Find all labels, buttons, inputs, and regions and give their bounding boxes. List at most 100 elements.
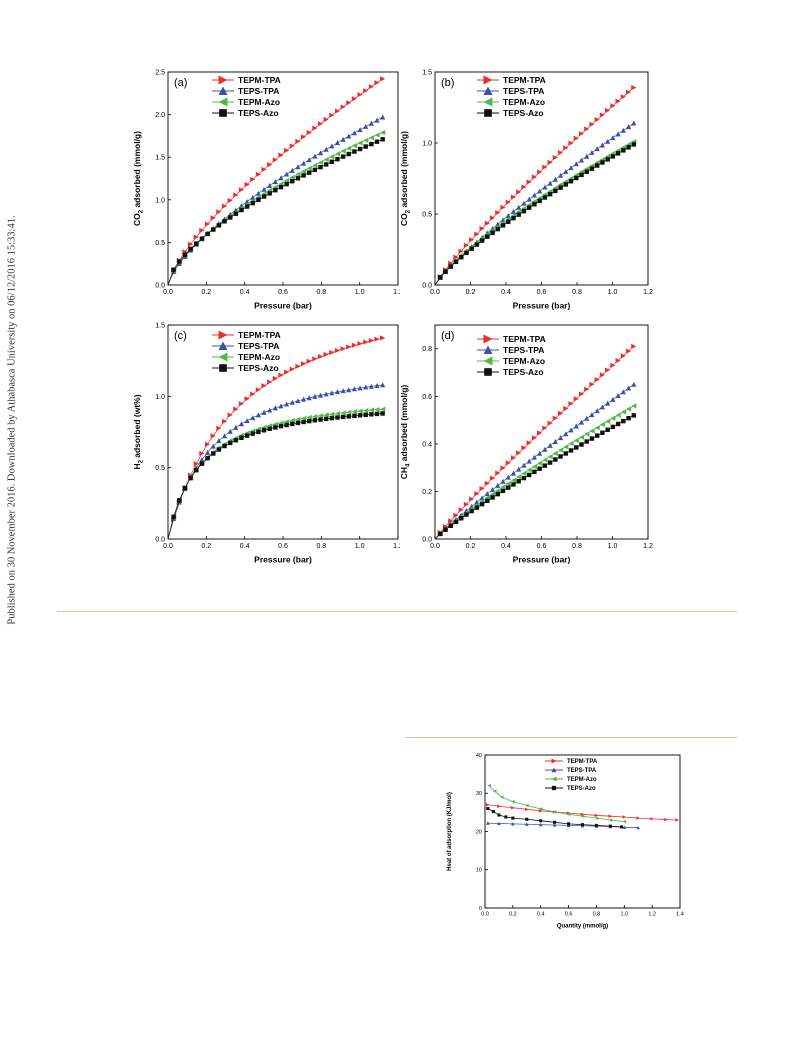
chart-b-data-point — [521, 208, 527, 214]
chart-a-data-point — [210, 227, 216, 232]
chart-c-data-point — [334, 410, 341, 417]
chart-b-data-point — [547, 180, 553, 186]
chart-b-y-axis-label: CO2 adsorbed (mmol/g) — [399, 131, 412, 226]
chart-d-data-point — [458, 516, 464, 521]
chart-a-data-point — [363, 137, 369, 143]
chart-d-data-point — [578, 419, 585, 425]
chart-a-data-point — [380, 137, 385, 142]
chart-heat-data-point — [539, 819, 543, 823]
chart-d-data-point — [458, 507, 464, 513]
chart-d-data-point — [605, 400, 611, 406]
chart-c-data-point — [295, 420, 301, 426]
chart-heat-data-point — [486, 807, 490, 811]
chart-c-data-point — [278, 403, 284, 409]
chart-heat-data-point — [538, 809, 543, 813]
chart-a-data-point — [318, 164, 323, 170]
chart-b-data-point — [448, 264, 453, 269]
chart-d-data-point — [558, 454, 563, 459]
chart-b-data-point — [568, 165, 574, 171]
chart-d-data-point — [563, 444, 569, 450]
chart-a-data-point — [216, 209, 222, 215]
chart-b-data-point — [557, 150, 564, 156]
chart-a-data-point — [374, 80, 380, 86]
chart-a-data-point — [187, 241, 194, 247]
chart-c-data-point — [216, 425, 222, 431]
chart-c-data-point — [289, 399, 295, 405]
chart-a-data-point — [272, 157, 278, 163]
chart-d-data-point — [489, 475, 496, 481]
chart-b-data-point — [516, 212, 521, 217]
chart-a-data-point — [250, 176, 256, 183]
chart-a-data-point — [188, 246, 193, 252]
chart-c-data-point — [256, 429, 261, 435]
chart-a-data-point — [334, 140, 341, 146]
chart-d-data-point — [631, 343, 637, 349]
chart-a-x-tick-label: 0.0 — [163, 289, 173, 296]
chart-a-data-point — [301, 173, 306, 178]
chart-heat-series-line — [487, 804, 678, 821]
chart-d-data-point — [557, 435, 564, 441]
chart-a-data-point — [221, 203, 228, 209]
chart-a-data-point — [284, 147, 290, 154]
chart-d-y-tick-label: 0.6 — [422, 394, 432, 401]
chart-c-data-point — [210, 443, 216, 449]
chart-d-data-point — [469, 496, 475, 502]
chart-a-legend-marker — [218, 86, 228, 96]
chart-c-data-point — [363, 384, 369, 390]
chart-a-data-point — [317, 159, 324, 166]
chart-b-legend-label: TEPS-Azo — [503, 108, 544, 118]
chart-d-data-point — [526, 440, 532, 446]
chart-a-data-point — [306, 129, 312, 136]
section-divider-top — [57, 611, 737, 612]
chart-c-data-point — [221, 433, 228, 439]
chart-a-series-line — [167, 116, 383, 286]
chart-heat-data-point — [538, 807, 543, 811]
chart-b-data-point — [531, 192, 537, 198]
chart-a-legend-label: TEPS-Azo — [238, 108, 279, 118]
chart-b-data-point — [479, 226, 485, 232]
chart-b-data-point — [558, 185, 563, 190]
chart-a-data-point — [295, 164, 301, 170]
chart-heat-data-point — [499, 795, 504, 799]
chart-d-x-axis-label: Pressure (bar) — [513, 555, 571, 565]
chart-b-data-point — [615, 131, 621, 137]
chart-panel-c: 0.0 0.2 0.4 0.6 0.8 1.0 1.2 0.0 0.5 1.0 1.5 Pressur… — [132, 322, 400, 564]
chart-c-x-tick-label: 1.0 — [355, 543, 365, 550]
chart-b-data-point — [621, 148, 626, 153]
chart-c-data-point — [278, 423, 284, 429]
chart-c-data-point — [199, 450, 205, 457]
chart-c-data-point — [250, 431, 255, 436]
chart-b-data-point — [438, 275, 443, 280]
chart-d-data-point — [531, 435, 537, 441]
chart-b-data-point — [500, 223, 506, 228]
chart-c-data-point — [329, 390, 335, 396]
chart-c-data-point — [244, 418, 250, 424]
chart-a-data-point — [374, 132, 380, 138]
chart-c-data-point — [250, 391, 256, 397]
chart-d-data-point — [443, 527, 448, 532]
chart-heat-data-point — [594, 823, 598, 827]
chart-b-x-tick-label: 1.0 — [608, 289, 618, 296]
chart-c-data-point — [295, 398, 301, 404]
chart-d-data-point — [490, 495, 495, 500]
chart-c-data-point — [210, 451, 216, 456]
chart-d-data-point — [573, 396, 579, 402]
chart-a-data-point — [233, 211, 238, 216]
chart-a-data-point — [204, 221, 211, 227]
chart-c-data-point — [284, 401, 290, 407]
chart-d-data-point — [484, 491, 490, 497]
chart-a-data-point — [300, 160, 307, 166]
chart-a-legend-label: TEPM-Azo — [238, 97, 280, 107]
chart-b-data-point — [510, 194, 517, 200]
chart-c-data-point — [340, 414, 346, 420]
chart-c-data-point — [205, 455, 210, 461]
chart-b-data-point — [505, 213, 511, 219]
chart-a-data-point — [250, 194, 256, 200]
chart-d-data-point — [516, 474, 522, 480]
chart-heat-data-point — [580, 814, 585, 818]
chart-a-data-point — [289, 143, 295, 149]
chart-b-data-point — [542, 184, 548, 190]
chart-heat-of-adsorption: 0.0 0.2 0.4 0.6 0.8 1.0 1.2 1.4 0 10 20 30 40 Quantit… — [447, 753, 684, 930]
chart-c-data-point — [267, 407, 273, 413]
chart-heat-legend-label: TEPM-TPA — [567, 759, 598, 765]
